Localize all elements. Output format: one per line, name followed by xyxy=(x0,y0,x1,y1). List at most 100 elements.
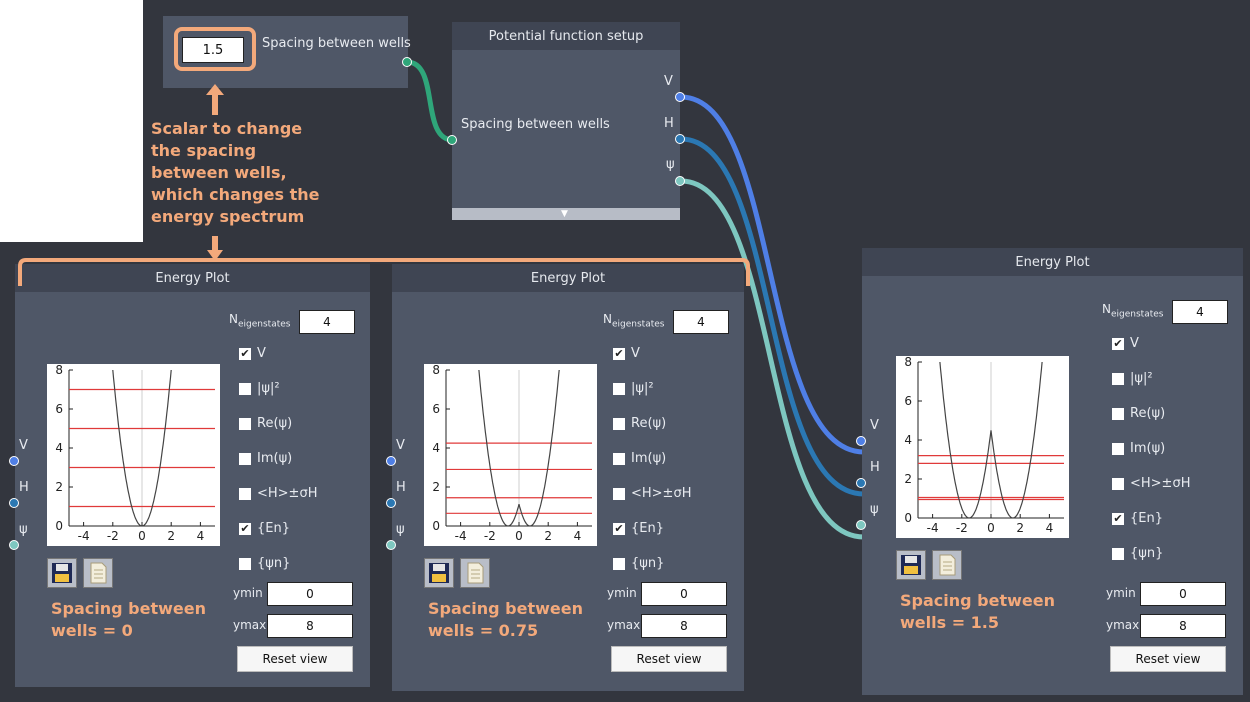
ymax-input[interactable]: 8 xyxy=(641,614,727,638)
scalar-value-input[interactable]: 1.5 xyxy=(182,37,244,63)
option-label-3: Im(ψ) xyxy=(631,451,667,466)
option-checkbox-0[interactable]: ✔ xyxy=(1112,337,1124,350)
option-checkbox-6[interactable] xyxy=(239,558,251,570)
potential-output-label-h: H xyxy=(664,116,674,131)
n-eigenstates-input[interactable]: 4 xyxy=(299,310,355,334)
option-checkbox-4[interactable] xyxy=(239,488,251,500)
option-checkbox-6[interactable] xyxy=(1112,548,1124,560)
energy-plot-node-1[interactable]: Energy Plot Neigenstates 4 ✔ V |ψ|² Re(ψ) Im(ψ)… xyxy=(9,264,370,687)
energy-plot-node-2[interactable]: Energy Plot Neigenstates 4 ✔ V |ψ|² Re(ψ) Im(ψ)… xyxy=(386,264,744,691)
potential-input-port[interactable] xyxy=(447,135,457,145)
option-checkbox-2[interactable] xyxy=(1112,408,1124,420)
option-checkbox-2[interactable] xyxy=(613,418,625,430)
n-eigenstates-label: Neigenstates xyxy=(603,312,665,330)
energy-plot-node-3[interactable]: Energy Plot Neigenstates 4 ✔ V |ψ|² Re(ψ) Im(ψ)… xyxy=(856,248,1243,695)
option-checkbox-5[interactable]: ✔ xyxy=(239,522,251,535)
floppy-disk-icon[interactable] xyxy=(47,558,77,588)
document-icon[interactable] xyxy=(932,550,962,580)
floppy-disk-icon[interactable] xyxy=(424,558,454,588)
y-tick-label-3: 6 xyxy=(432,402,440,416)
x-tick-label-0: -4 xyxy=(455,529,467,543)
reset-view-button[interactable]: Reset view xyxy=(1110,646,1226,672)
energy-input-port-0[interactable] xyxy=(386,456,396,466)
spacing-annotation-3: Spacing between wells = 1.5 xyxy=(900,591,1055,632)
option-checkbox-1[interactable] xyxy=(239,383,251,395)
scalar-annotation: Scalar to change the spacing between wel… xyxy=(151,119,320,226)
option-label-1: |ψ|² xyxy=(1130,371,1153,386)
reset-view-button[interactable]: Reset view xyxy=(611,646,727,672)
option-checkbox-1[interactable] xyxy=(613,383,625,395)
spacing-annotation-2: Spacing between wells = 0.75 xyxy=(428,599,583,640)
y-tick-label-4: 8 xyxy=(432,364,440,377)
x-tick-label-3: 2 xyxy=(167,529,175,543)
option-label-5: {En} xyxy=(257,521,290,536)
document-icon[interactable] xyxy=(83,558,113,588)
wire-psi xyxy=(680,178,865,540)
energy-input-port-1[interactable] xyxy=(9,498,19,508)
y-tick-label-0: 0 xyxy=(432,519,440,533)
option-label-4: <H>±σH xyxy=(1130,476,1191,491)
energy-input-port-2[interactable] xyxy=(856,520,866,530)
option-label-3: Im(ψ) xyxy=(1130,441,1166,456)
option-checkbox-4[interactable] xyxy=(613,488,625,500)
option-label-6: {ψn} xyxy=(1130,546,1164,561)
reset-view-button[interactable]: Reset view xyxy=(237,646,353,672)
chevron-down-icon: ▼ xyxy=(561,209,568,219)
x-tick-label-2: 0 xyxy=(515,529,523,543)
arrow-down-icon xyxy=(207,236,223,261)
energy-input-label-1: H xyxy=(396,480,406,495)
group-bracket xyxy=(18,258,750,286)
potential-node-title: Potential function setup xyxy=(452,22,680,50)
ymin-input[interactable]: 0 xyxy=(267,582,353,606)
energy-plot-svg: -4 -2 0 2 4 0 2 4 6 8 xyxy=(904,355,1064,535)
y-tick-label-0: 0 xyxy=(55,519,63,533)
arrow-up-icon xyxy=(206,84,224,115)
energy-input-port-0[interactable] xyxy=(856,436,866,446)
collapse-toggle[interactable]: ▼ xyxy=(452,208,680,220)
y-tick-label-3: 6 xyxy=(55,402,63,416)
option-label-0: V xyxy=(1130,336,1139,351)
option-checkbox-1[interactable] xyxy=(1112,373,1124,385)
energy-plot-chart[interactable]: -4 -2 0 2 4 0 2 4 6 8 xyxy=(47,363,220,546)
n-eigenstates-input[interactable]: 4 xyxy=(673,310,729,334)
potential-output-port-psi[interactable] xyxy=(675,176,685,186)
energy-input-port-0[interactable] xyxy=(9,456,19,466)
energy-input-port-1[interactable] xyxy=(856,478,866,488)
option-checkbox-2[interactable] xyxy=(239,418,251,430)
option-label-2: Re(ψ) xyxy=(631,416,667,431)
potential-output-port-h[interactable] xyxy=(675,134,685,144)
n-eigenstates-input[interactable]: 4 xyxy=(1172,300,1228,324)
energy-input-label-2: ψ xyxy=(19,522,28,537)
floppy-disk-icon[interactable] xyxy=(896,550,926,580)
option-label-3: Im(ψ) xyxy=(257,451,293,466)
option-checkbox-3[interactable] xyxy=(613,453,625,465)
option-checkbox-0[interactable]: ✔ xyxy=(613,347,625,360)
energy-input-port-2[interactable] xyxy=(9,540,19,550)
option-checkbox-6[interactable] xyxy=(613,558,625,570)
option-checkbox-5[interactable]: ✔ xyxy=(613,522,625,535)
ymax-input[interactable]: 8 xyxy=(1140,614,1226,638)
energy-input-port-2[interactable] xyxy=(386,540,396,550)
potential-output-label-psi: ψ xyxy=(666,157,675,172)
ymax-input[interactable]: 8 xyxy=(267,614,353,638)
option-label-5: {En} xyxy=(631,521,664,536)
potential-output-port-v[interactable] xyxy=(675,92,685,102)
ymin-input[interactable]: 0 xyxy=(641,582,727,606)
energy-plot-title: Energy Plot xyxy=(15,264,370,292)
energy-input-port-1[interactable] xyxy=(386,498,396,508)
potential-output-label-v: V xyxy=(664,74,673,89)
option-checkbox-3[interactable] xyxy=(239,453,251,465)
energy-plot-chart[interactable]: -4 -2 0 2 4 0 2 4 6 8 xyxy=(896,355,1069,538)
option-checkbox-5[interactable]: ✔ xyxy=(1112,512,1124,525)
scalar-output-port[interactable] xyxy=(402,57,412,67)
y-tick-label-2: 4 xyxy=(432,441,440,455)
ymin-input[interactable]: 0 xyxy=(1140,582,1226,606)
energy-plot-chart[interactable]: -4 -2 0 2 4 0 2 4 6 8 xyxy=(424,363,597,546)
option-label-0: V xyxy=(631,346,640,361)
potential-node[interactable]: Potential function setup xyxy=(452,22,680,220)
document-icon[interactable] xyxy=(460,558,490,588)
option-label-2: Re(ψ) xyxy=(257,416,293,431)
option-checkbox-0[interactable]: ✔ xyxy=(239,347,251,360)
option-checkbox-3[interactable] xyxy=(1112,443,1124,455)
option-checkbox-4[interactable] xyxy=(1112,478,1124,490)
